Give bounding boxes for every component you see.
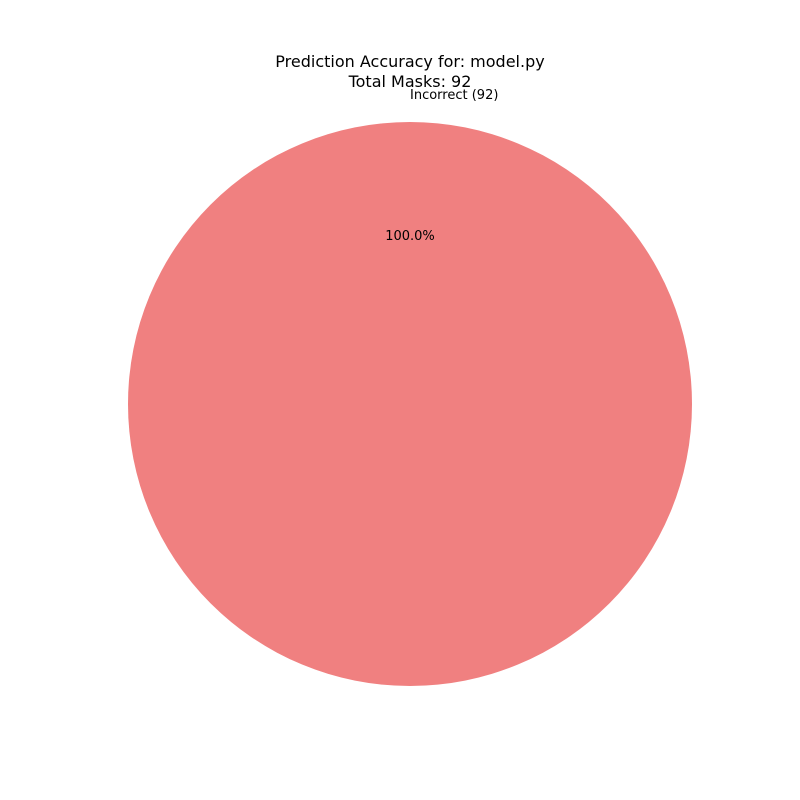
- slice-label: Incorrect (92): [410, 88, 498, 103]
- chart-subtitle: Total Masks: 92: [348, 72, 472, 91]
- pie-slice: [128, 122, 692, 686]
- chart-title: Prediction Accuracy for: model.py: [275, 52, 545, 71]
- slice-percent-label: 100.0%: [385, 229, 435, 244]
- chart-title-block: Prediction Accuracy for: model.py Total …: [0, 52, 800, 92]
